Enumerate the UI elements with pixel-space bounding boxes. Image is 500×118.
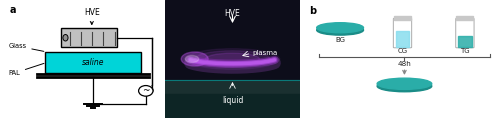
Text: HVE: HVE	[224, 9, 240, 18]
Ellipse shape	[206, 53, 260, 65]
Ellipse shape	[377, 78, 432, 89]
Bar	[165, 80, 300, 118]
Ellipse shape	[316, 25, 364, 35]
Text: b: b	[309, 6, 316, 16]
Bar	[458, 36, 471, 47]
Bar	[45, 52, 141, 73]
Text: a: a	[10, 5, 16, 15]
Ellipse shape	[185, 49, 280, 69]
Text: PAL: PAL	[8, 63, 44, 76]
Text: 48h: 48h	[398, 61, 411, 67]
Text: plasma: plasma	[253, 50, 278, 56]
Ellipse shape	[63, 34, 68, 41]
Ellipse shape	[194, 51, 270, 67]
Ellipse shape	[377, 80, 432, 92]
Text: BG: BG	[335, 37, 345, 43]
Text: saline: saline	[82, 58, 104, 67]
Bar	[456, 16, 473, 20]
Text: ~: ~	[142, 86, 150, 95]
Ellipse shape	[181, 52, 208, 66]
FancyBboxPatch shape	[456, 18, 474, 48]
Ellipse shape	[185, 55, 199, 63]
Bar	[396, 31, 409, 47]
FancyBboxPatch shape	[394, 18, 411, 48]
Text: liquid: liquid	[222, 96, 243, 105]
Ellipse shape	[316, 23, 364, 33]
Text: HVE: HVE	[84, 8, 100, 24]
Bar	[165, 94, 300, 118]
Circle shape	[138, 86, 153, 96]
Bar	[61, 28, 117, 47]
Bar	[394, 16, 411, 20]
Text: TG: TG	[460, 48, 469, 54]
Text: Glass: Glass	[8, 43, 44, 51]
Text: CG: CG	[398, 48, 407, 54]
